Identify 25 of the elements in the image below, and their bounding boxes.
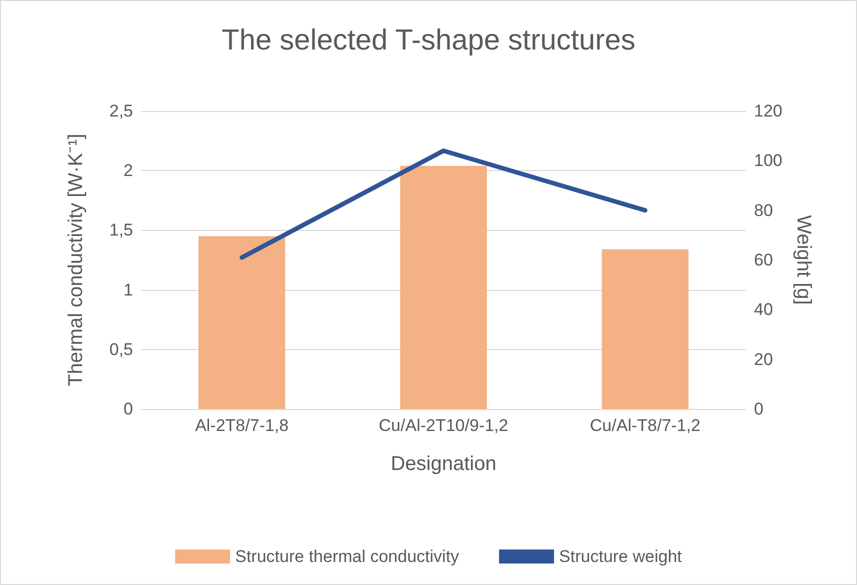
y2-tick-label: 60 [754,250,773,270]
y2-tick-label: 80 [754,200,773,220]
y-tick-label: 1,5 [109,220,133,240]
legend-label: Structure weight [559,547,682,566]
y-tick-label: 0 [124,400,133,418]
y2-tick-label: 40 [754,300,773,320]
y-tick-label: 1 [124,280,133,300]
y-tick-label: 0,5 [109,340,133,359]
bar [198,236,286,409]
bar [602,249,689,409]
y-tick-label: 2 [124,161,133,180]
x-tick-label: Al-2T8/7-1,8 [195,416,289,435]
x-tick-label: Cu/Al-T8/7-1,2 [590,416,700,435]
y-axis-title: Thermal conductivity [W·K⁻¹] [65,134,87,386]
y-tick-label: 2,5 [109,102,133,120]
y2-tick-label: 120 [754,102,782,120]
chart-title: The selected T-shape structures [222,24,636,56]
bar [400,166,487,409]
x-tick-label: Cu/Al-2T10/9-1,2 [378,416,508,435]
y2-axis-title: Weight [g] [792,215,814,305]
legend-label: Structure thermal conductivity [235,547,460,566]
x-axis-title: Designation [390,453,496,475]
y2-tick-label: 100 [754,151,782,170]
y2-tick-label: 20 [754,350,773,369]
y2-tick-label: 0 [754,400,764,418]
